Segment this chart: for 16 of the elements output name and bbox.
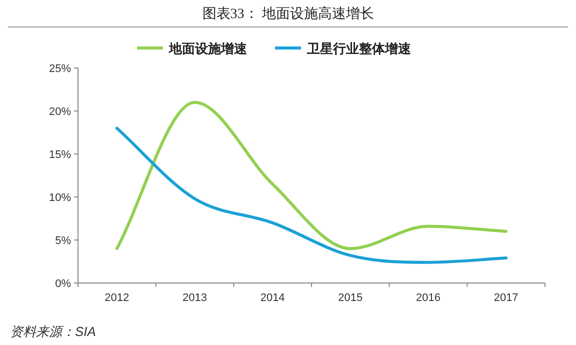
x-tick-label: 2014	[260, 292, 285, 304]
y-tick-label: 0%	[55, 278, 72, 290]
x-tick-label: 2017	[494, 292, 518, 304]
legend-label: 卫星行业整体增速	[306, 41, 412, 56]
x-tick-label: 2015	[338, 292, 363, 304]
x-tick-label: 2016	[416, 292, 440, 304]
y-tick-label: 5%	[55, 235, 72, 247]
chart-title: 图表33： 地面设施高速增长	[202, 6, 374, 22]
y-tick-label: 10%	[48, 192, 72, 204]
text: 资料来源：SIA	[10, 324, 96, 339]
y-tick-label: 15%	[48, 149, 72, 161]
x-tick-label: 2013	[182, 292, 207, 304]
legend-label: 地面设施增速	[168, 41, 248, 56]
y-tick-label: 25%	[48, 63, 72, 75]
x-tick-label: 2012	[104, 292, 130, 304]
y-tick-label: 20%	[48, 106, 72, 118]
